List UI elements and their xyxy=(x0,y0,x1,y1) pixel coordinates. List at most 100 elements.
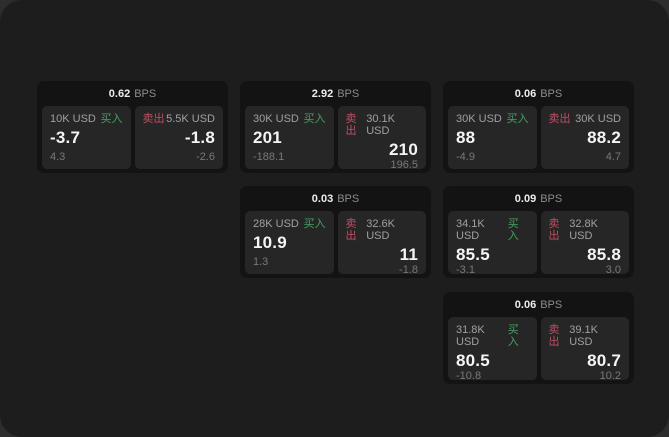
bps-unit: BPS xyxy=(540,298,563,311)
bps-value: 0.03 xyxy=(311,192,334,205)
bps-unit: BPS xyxy=(540,87,563,100)
sell-panel[interactable]: 卖出 30K USD 88.2 4.7 xyxy=(540,106,629,169)
buy-top-row: 31.8K USD 买入 xyxy=(456,324,529,348)
sell-amount: 32.6K USD xyxy=(366,218,395,242)
quote-card-1: 0.62 BPS 10K USD 买入 -3.7 4.3 卖出 5.5K USD… xyxy=(37,81,228,173)
buy-panel[interactable]: 30K USD 买入 88 -4.9 xyxy=(448,106,537,169)
sell-amount: 32.8K USD xyxy=(569,218,598,242)
buy-top-row: 10K USD 买入 xyxy=(50,113,123,125)
sell-top-row: 卖出 39.1K USD xyxy=(549,324,622,348)
quote-card-3: 0.06 BPS 30K USD 买入 88 -4.9 卖出 30K USD 8… xyxy=(443,81,634,173)
buy-side-label: 买入 xyxy=(507,324,519,348)
bps-unit: BPS xyxy=(337,87,360,100)
buy-amount: 34.1K USD xyxy=(456,218,485,242)
buy-side-label: 买入 xyxy=(506,113,529,125)
sell-side-label: 卖出 xyxy=(548,218,560,242)
quote-card-4: 0.03 BPS 28K USD 买入 10.9 1.3 卖出 32.6K US… xyxy=(240,186,431,278)
sell-panel[interactable]: 卖出 5.5K USD -1.8 -2.6 xyxy=(134,106,223,169)
sell-price: 11 xyxy=(399,245,418,264)
sell-top-row: 卖出 5.5K USD xyxy=(143,113,216,125)
sell-sub-value: 10.2 xyxy=(599,370,621,382)
sell-amount: 30.1K USD xyxy=(366,113,395,137)
sell-side-label: 卖出 xyxy=(345,113,357,137)
sell-price: 88.2 xyxy=(587,128,621,147)
buy-price: -3.7 xyxy=(50,128,81,147)
buy-price: 88 xyxy=(456,128,476,147)
buy-top-row: 30K USD 买入 xyxy=(456,113,529,125)
card-header: 0.09 BPS xyxy=(443,186,634,211)
bps-unit: BPS xyxy=(134,87,157,100)
sell-amount: 5.5K USD xyxy=(166,113,215,125)
bps-value: 0.09 xyxy=(514,192,537,205)
sell-price: 85.8 xyxy=(587,245,621,264)
sell-panel[interactable]: 卖出 39.1K USD 80.7 10.2 xyxy=(540,317,629,382)
buy-amount: 31.8K USD xyxy=(456,324,485,348)
buy-sub-value: -4.9 xyxy=(456,151,475,163)
buy-sub-value: -188.1 xyxy=(253,151,285,163)
sell-sub-value: -2.6 xyxy=(196,151,215,163)
card-header: 0.03 BPS xyxy=(240,186,431,211)
sell-panel[interactable]: 卖出 30.1K USD 210 196.5 xyxy=(337,106,426,171)
sell-top-row: 卖出 32.8K USD xyxy=(549,218,622,242)
buy-price: 85.5 xyxy=(456,245,490,264)
sell-sub-value: -1.8 xyxy=(399,264,418,276)
buy-top-row: 30K USD 买入 xyxy=(253,113,326,125)
card-header: 2.92 BPS xyxy=(240,81,431,106)
bps-value: 2.92 xyxy=(311,87,334,100)
card-header: 0.62 BPS xyxy=(37,81,228,106)
sell-side-label: 卖出 xyxy=(548,113,571,125)
buy-side-label: 买入 xyxy=(303,113,326,125)
sell-amount: 30K USD xyxy=(575,113,621,125)
sell-panel[interactable]: 卖出 32.8K USD 85.8 3.0 xyxy=(540,211,629,276)
quote-card-5: 0.09 BPS 34.1K USD 买入 85.5 -3.1 卖出 32.8K… xyxy=(443,186,634,278)
sell-price: 80.7 xyxy=(587,351,621,370)
sell-top-row: 卖出 32.6K USD xyxy=(346,218,419,242)
buy-side-label: 买入 xyxy=(100,113,123,125)
quote-panels: 28K USD 买入 10.9 1.3 卖出 32.6K USD 11 -1.8 xyxy=(240,211,431,276)
buy-side-label: 买入 xyxy=(303,218,326,230)
card-header: 0.06 BPS xyxy=(443,292,634,317)
quote-panels: 10K USD 买入 -3.7 4.3 卖出 5.5K USD -1.8 -2.… xyxy=(37,106,228,169)
sell-side-label: 卖出 xyxy=(548,324,560,348)
buy-panel[interactable]: 34.1K USD 买入 85.5 -3.1 xyxy=(448,211,537,276)
buy-price: 80.5 xyxy=(456,351,490,370)
buy-panel[interactable]: 30K USD 买入 201 -188.1 xyxy=(245,106,334,169)
sell-top-row: 卖出 30K USD xyxy=(549,113,622,125)
sell-price: 210 xyxy=(389,140,418,159)
buy-panel[interactable]: 28K USD 买入 10.9 1.3 xyxy=(245,211,334,274)
sell-panel[interactable]: 卖出 32.6K USD 11 -1.8 xyxy=(337,211,426,276)
bps-value: 0.06 xyxy=(514,87,537,100)
buy-sub-value: 4.3 xyxy=(50,151,66,163)
quote-panels: 34.1K USD 买入 85.5 -3.1 卖出 32.8K USD 85.8… xyxy=(443,211,634,276)
buy-amount: 30K USD xyxy=(456,113,502,125)
card-header: 0.06 BPS xyxy=(443,81,634,106)
buy-price: 201 xyxy=(253,128,282,147)
buy-amount: 10K USD xyxy=(50,113,96,125)
bps-value: 0.06 xyxy=(514,298,537,311)
quote-card-6: 0.06 BPS 31.8K USD 买入 80.5 -10.8 卖出 39.1… xyxy=(443,292,634,384)
sell-sub-value: 4.7 xyxy=(605,151,621,163)
sell-sub-value: 196.5 xyxy=(390,159,418,171)
sell-side-label: 卖出 xyxy=(142,113,165,125)
buy-panel[interactable]: 31.8K USD 买入 80.5 -10.8 xyxy=(448,317,537,382)
bps-value: 0.62 xyxy=(108,87,131,100)
sell-side-label: 卖出 xyxy=(345,218,357,242)
buy-panel[interactable]: 10K USD 买入 -3.7 4.3 xyxy=(42,106,131,169)
buy-amount: 30K USD xyxy=(253,113,299,125)
quote-card-2: 2.92 BPS 30K USD 买入 201 -188.1 卖出 30.1K … xyxy=(240,81,431,173)
bps-unit: BPS xyxy=(337,192,360,205)
buy-sub-value: 1.3 xyxy=(253,256,269,268)
buy-top-row: 34.1K USD 买入 xyxy=(456,218,529,242)
quote-panels: 31.8K USD 买入 80.5 -10.8 卖出 39.1K USD 80.… xyxy=(443,317,634,382)
bps-unit: BPS xyxy=(540,192,563,205)
sell-sub-value: 3.0 xyxy=(605,264,621,276)
buy-sub-value: -3.1 xyxy=(456,264,475,276)
sell-price: -1.8 xyxy=(184,128,215,147)
buy-side-label: 买入 xyxy=(507,218,519,242)
quote-panels: 30K USD 买入 88 -4.9 卖出 30K USD 88.2 4.7 xyxy=(443,106,634,169)
buy-amount: 28K USD xyxy=(253,218,299,230)
buy-top-row: 28K USD 买入 xyxy=(253,218,326,230)
sell-top-row: 卖出 30.1K USD xyxy=(346,113,419,137)
buy-price: 10.9 xyxy=(253,233,287,252)
